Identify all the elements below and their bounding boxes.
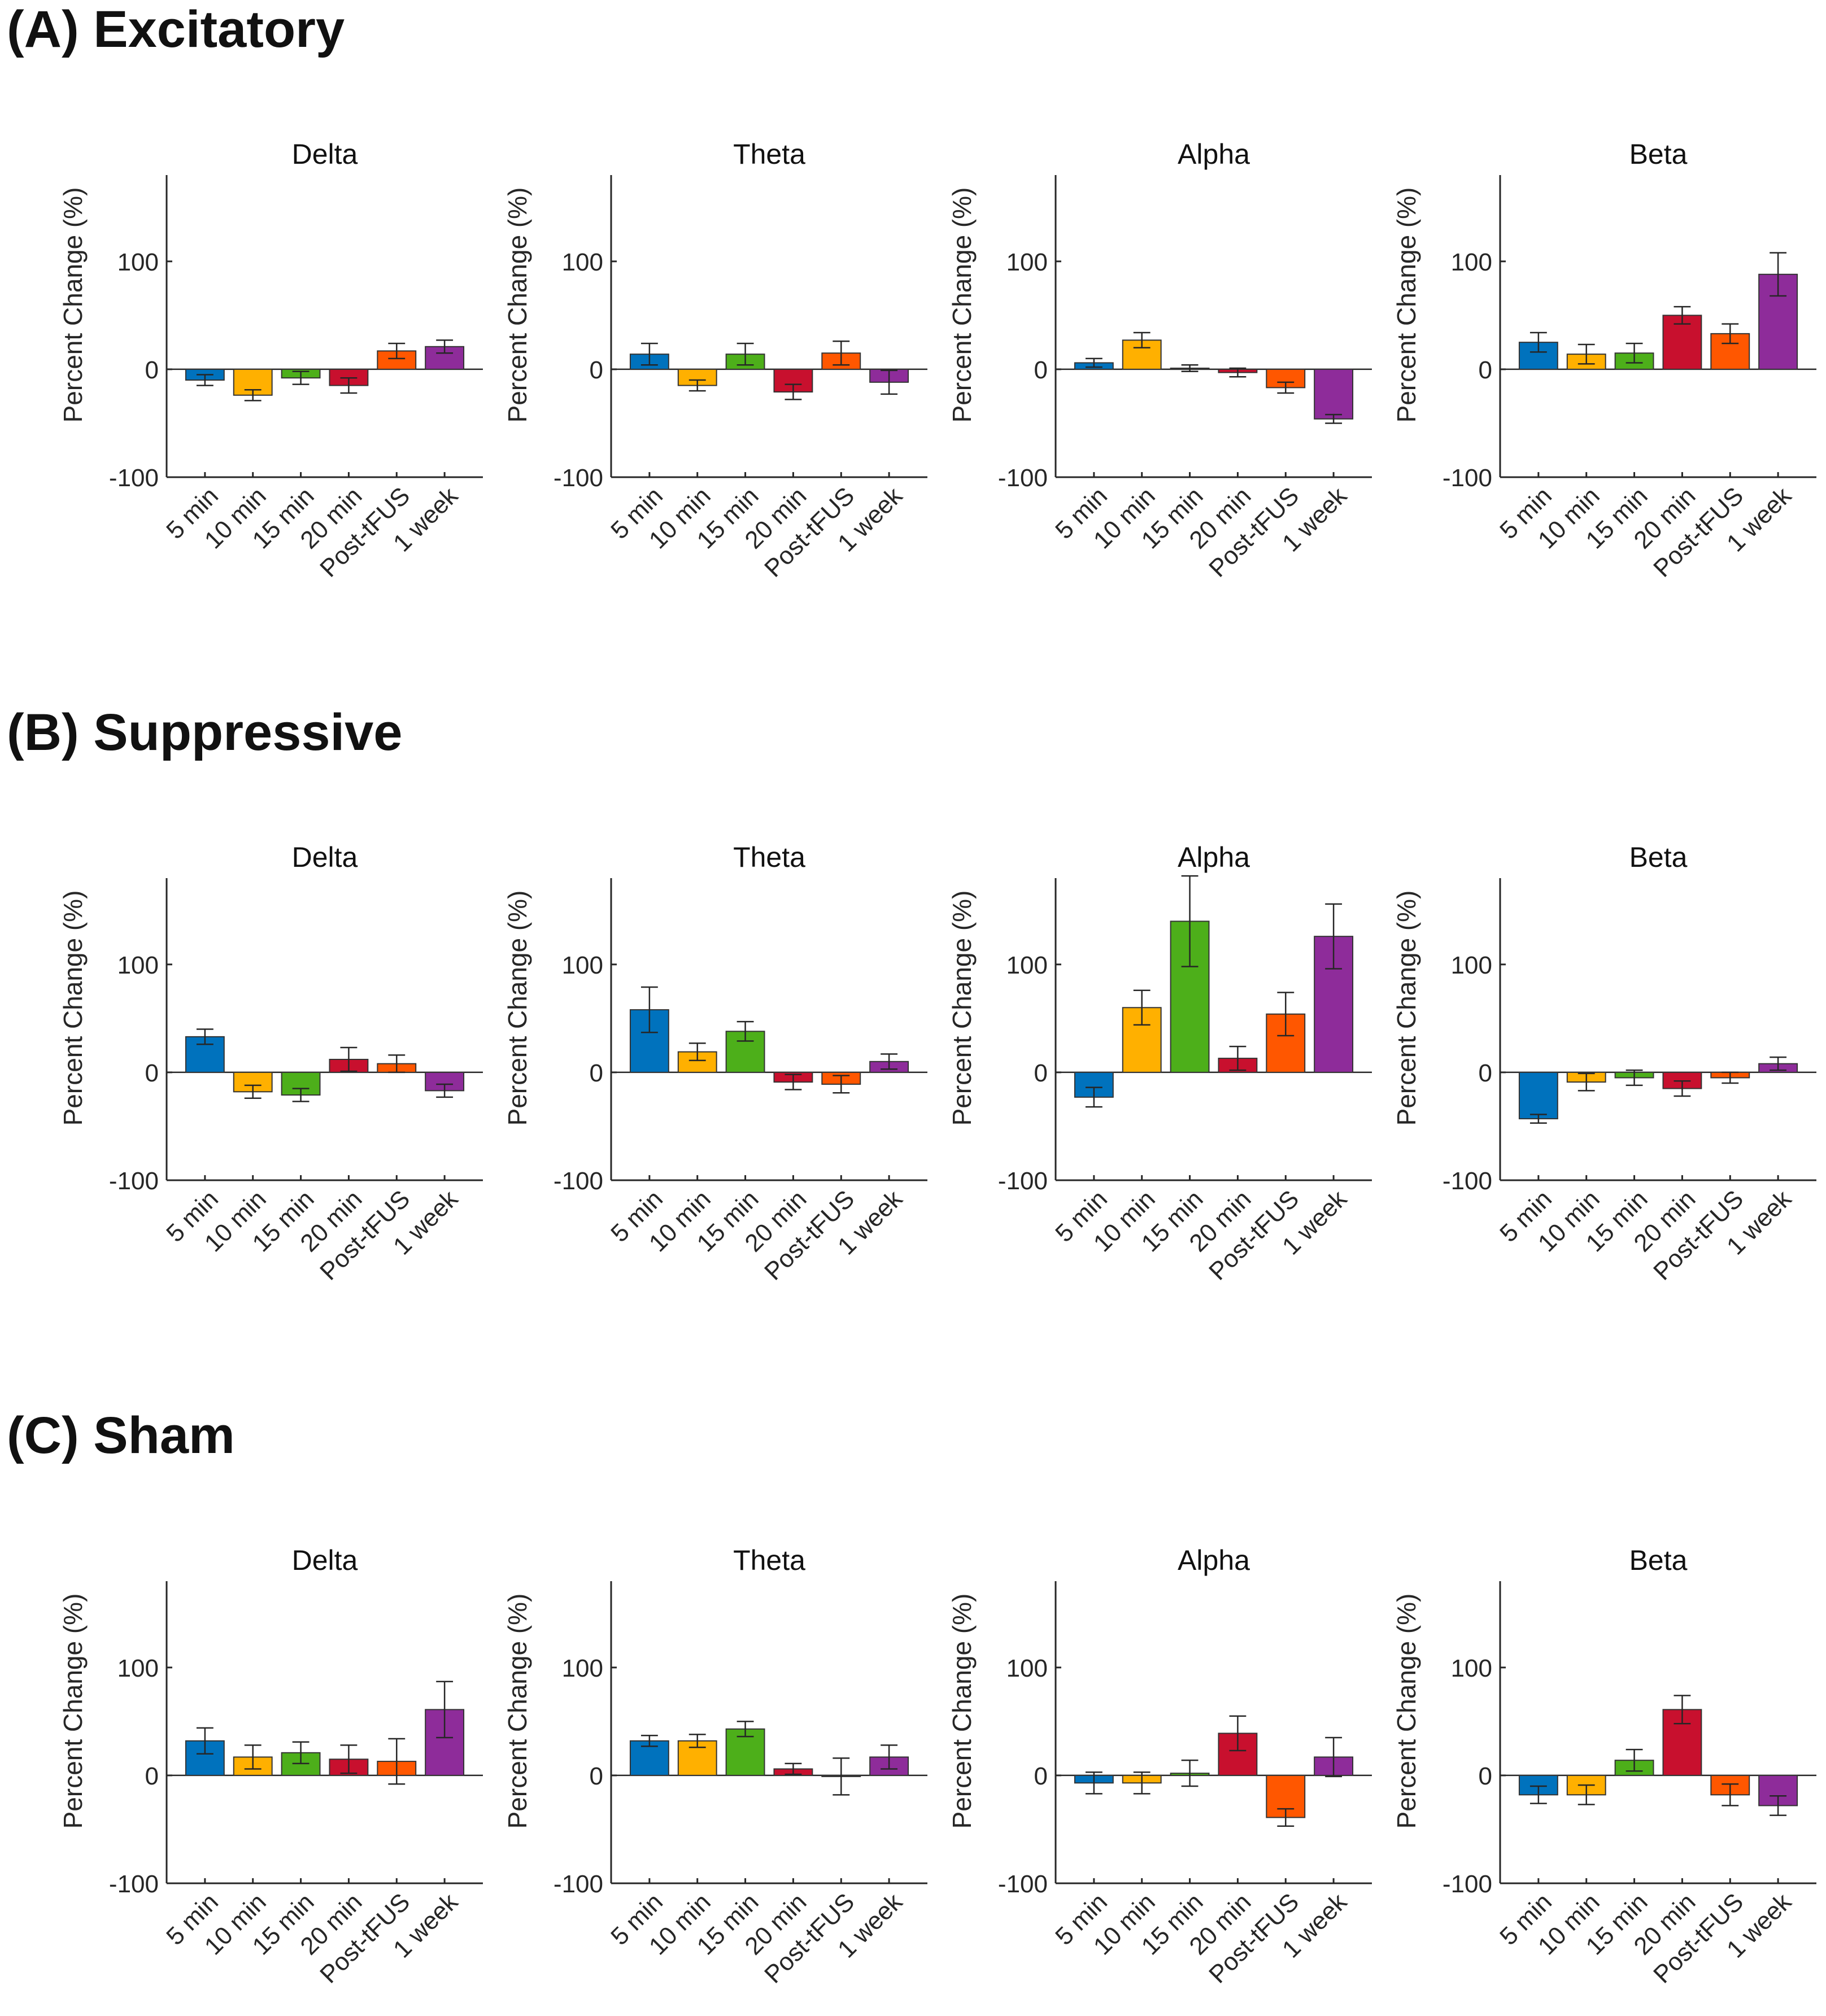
y-tick-label: 100 <box>1006 952 1048 979</box>
y-axis-label: Percent Change (%) <box>503 891 532 1126</box>
y-tick-label: -100 <box>109 464 159 492</box>
y-tick-label: 0 <box>590 1762 603 1790</box>
y-axis-label: Percent Change (%) <box>503 1594 532 1829</box>
y-axis-label: Percent Change (%) <box>1392 891 1421 1126</box>
chart-title: Alpha <box>1178 841 1250 873</box>
y-tick-label: 0 <box>1034 1059 1048 1087</box>
chart-title: Alpha <box>1178 138 1250 170</box>
section-title-suppressive: (B) Suppressive <box>7 704 403 761</box>
section-title-sham: (C) Sham <box>7 1407 235 1464</box>
chart-title: Theta <box>733 841 805 873</box>
y-axis-label: Percent Change (%) <box>947 1594 977 1829</box>
y-tick-label: 100 <box>562 248 603 276</box>
y-tick-label: 100 <box>562 952 603 979</box>
y-tick-label: 100 <box>1006 248 1048 276</box>
y-tick-label: -100 <box>1443 1167 1492 1195</box>
y-tick-label: -100 <box>554 464 603 492</box>
chart-title: Theta <box>733 1544 805 1576</box>
y-axis-label: Percent Change (%) <box>1392 1594 1421 1829</box>
y-tick-label: 0 <box>590 356 603 384</box>
bar-20-min <box>773 368 813 393</box>
y-tick-label: -100 <box>554 1167 603 1195</box>
bar-5-min <box>1074 1071 1114 1098</box>
y-tick-label: 0 <box>145 356 159 384</box>
y-axis-label: Percent Change (%) <box>947 891 977 1126</box>
y-tick-label: 0 <box>1034 1762 1048 1790</box>
y-tick-label: 0 <box>145 1059 159 1087</box>
y-tick-label: -100 <box>554 1870 603 1898</box>
y-axis-label: Percent Change (%) <box>58 1594 88 1829</box>
y-tick-label: 100 <box>1451 1655 1492 1682</box>
y-axis-label: Percent Change (%) <box>947 187 977 423</box>
y-axis-label: Percent Change (%) <box>503 187 532 423</box>
chart-title: Beta <box>1629 138 1688 170</box>
y-tick-label: 100 <box>117 1655 159 1682</box>
chart-title: Beta <box>1629 841 1688 873</box>
y-tick-label: 0 <box>1479 356 1492 384</box>
y-tick-label: -100 <box>998 1167 1048 1195</box>
y-axis-label: Percent Change (%) <box>58 187 88 423</box>
chart-title: Delta <box>292 138 358 170</box>
y-tick-label: 100 <box>117 952 159 979</box>
y-axis-label: Percent Change (%) <box>58 891 88 1126</box>
y-tick-label: -100 <box>1443 1870 1492 1898</box>
y-tick-label: 100 <box>1006 1655 1048 1682</box>
y-tick-label: 0 <box>590 1059 603 1087</box>
y-tick-label: -100 <box>109 1870 159 1898</box>
y-tick-label: -100 <box>1443 464 1492 492</box>
chart-title: Theta <box>733 138 805 170</box>
y-tick-label: 100 <box>1451 248 1492 276</box>
y-tick-label: 100 <box>1451 952 1492 979</box>
chart-title: Alpha <box>1178 1544 1250 1576</box>
chart-title: Beta <box>1629 1544 1688 1576</box>
y-tick-label: 0 <box>1034 356 1048 384</box>
bar-5-min <box>629 1009 669 1073</box>
y-tick-label: -100 <box>998 464 1048 492</box>
y-tick-label: 0 <box>1479 1762 1492 1790</box>
y-tick-label: 0 <box>145 1762 159 1790</box>
y-axis-label: Percent Change (%) <box>1392 187 1421 423</box>
chart-title: Delta <box>292 1544 358 1576</box>
bar-1-week <box>1314 368 1354 420</box>
y-tick-label: 0 <box>1479 1059 1492 1087</box>
bar-5-min <box>1518 1774 1558 1796</box>
y-tick-label: -100 <box>998 1870 1048 1898</box>
y-tick-label: 100 <box>117 248 159 276</box>
bar-5-min <box>1518 1071 1558 1120</box>
section-title-excitatory: (A) Excitatory <box>7 1 345 58</box>
y-tick-label: 100 <box>562 1655 603 1682</box>
y-tick-label: -100 <box>109 1167 159 1195</box>
chart-title: Delta <box>292 841 358 873</box>
